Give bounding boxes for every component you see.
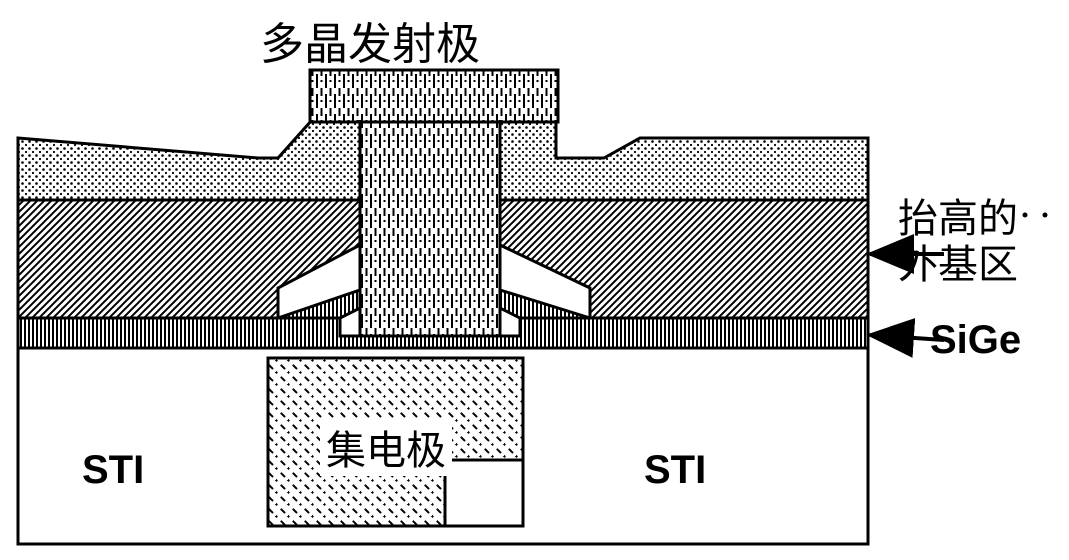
- label-collector: 集电极: [320, 418, 452, 476]
- diagram-stage: 多晶发射极 抬高的 外基区 SiGe STI STI 集电极: [0, 0, 1069, 560]
- top-dielectric-right: [500, 120, 868, 200]
- ext-base-right: [500, 200, 868, 318]
- decorative-dot: [1043, 213, 1048, 218]
- decorative-dot: [1023, 213, 1028, 218]
- label-sige: SiGe: [930, 318, 1021, 363]
- label-ext-base-line2: 外基区: [898, 232, 1018, 290]
- ext-base-left: [18, 200, 360, 318]
- label-sti-right: STI: [640, 448, 710, 493]
- top-dielectric-left: [18, 120, 360, 200]
- label-poly-emitter: 多晶发射极: [260, 8, 480, 72]
- label-sti-left: STI: [78, 448, 148, 493]
